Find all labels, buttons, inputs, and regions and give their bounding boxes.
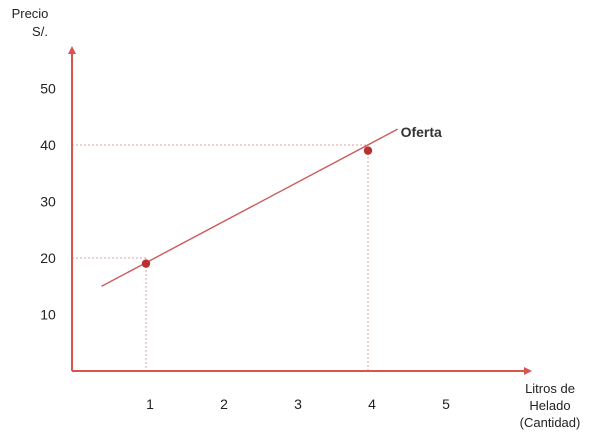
y-tick-label: 30 [40, 194, 56, 210]
data-point [363, 146, 373, 155]
data-point [141, 259, 151, 268]
x-axis-title: Litros de Helado (Cantidad) [520, 381, 581, 430]
y-tick-labels: 10 20 30 40 50 [40, 81, 56, 323]
x-tick-label: 5 [442, 396, 450, 412]
x-axis-title-line: Helado [529, 398, 570, 413]
y-tick-label: 40 [40, 137, 56, 153]
y-tick-label: 10 [40, 307, 56, 323]
x-axis-title-line: Litros de [525, 381, 575, 396]
y-axis-title-line: Precio [12, 6, 49, 21]
y-tick-label: 20 [40, 250, 56, 266]
x-tick-labels: 1 2 3 4 5 [146, 396, 450, 412]
x-tick-label: 2 [220, 396, 228, 412]
guide-lines [72, 144, 369, 371]
supply-line [101, 128, 398, 287]
y-axis-title-line: S/. [32, 24, 48, 39]
y-axis-arrow-icon [68, 46, 76, 54]
x-tick-label: 3 [294, 396, 302, 412]
y-axis-title: Precio S/. [12, 6, 49, 39]
series-label-oferta: Oferta [401, 124, 442, 140]
x-axis-title-line: (Cantidad) [520, 415, 581, 430]
x-tick-label: 1 [146, 396, 154, 412]
axes [68, 46, 532, 375]
x-tick-label: 4 [368, 396, 376, 412]
y-tick-label: 50 [40, 81, 56, 97]
x-axis-arrow-icon [524, 367, 532, 375]
series-group: Oferta [101, 124, 442, 287]
